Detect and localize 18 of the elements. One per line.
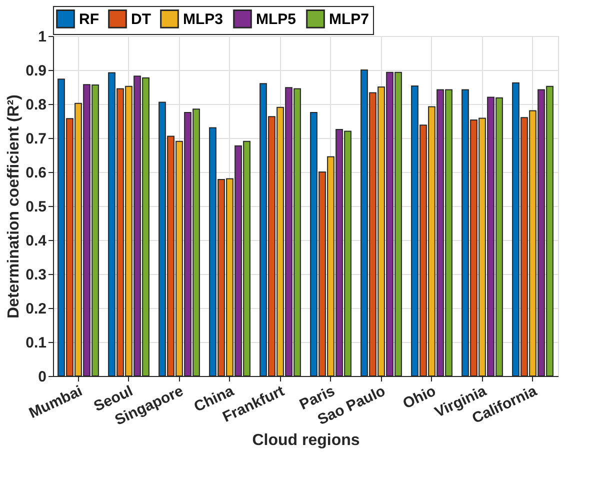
legend-label: MLP7 <box>329 10 370 28</box>
y-tick-label: 0.6 <box>26 164 46 182</box>
legend-label: RF <box>79 10 99 28</box>
y-tick-label: 0.1 <box>26 334 46 352</box>
y-tick-label: 0.3 <box>26 266 46 284</box>
y-tick-label: 0.2 <box>26 300 46 318</box>
y-tick-label: 0.8 <box>26 96 46 114</box>
y-tick-label: 0.5 <box>26 198 46 216</box>
y-tick-label: 0.4 <box>26 232 48 250</box>
y-tick-label: 0.7 <box>26 130 46 148</box>
y-tick-label: 0.9 <box>26 62 46 80</box>
x-axis-title: Cloud regions <box>252 432 360 450</box>
y-tick-label: 0 <box>38 368 46 386</box>
y-axis-title: Determination coefficient (R²) <box>6 94 23 319</box>
legend-label: DT <box>131 10 151 28</box>
legend-label: MLP5 <box>256 10 296 28</box>
legend-label: MLP3 <box>183 10 224 28</box>
y-tick-label: 1 <box>38 28 46 46</box>
